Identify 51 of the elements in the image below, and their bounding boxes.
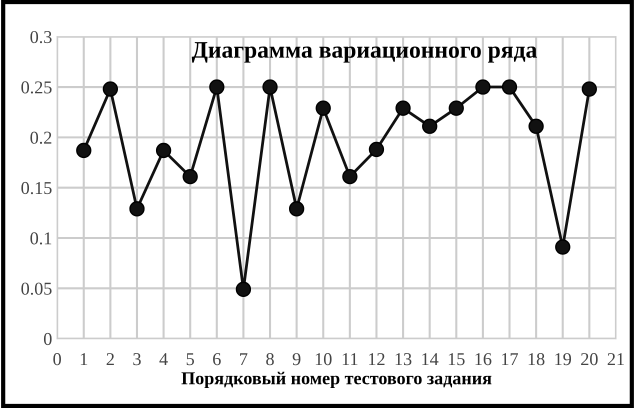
x-tick-label: 2 <box>106 353 114 366</box>
x-tick-label: 17 <box>502 353 518 366</box>
point <box>209 79 224 95</box>
point <box>76 142 92 158</box>
point <box>582 81 597 97</box>
x-tick-label: 7 <box>240 353 248 366</box>
chart-title: Диаграмма вариационного ряда <box>192 42 537 63</box>
x-tick-label: 4 <box>159 353 168 366</box>
point <box>555 239 570 255</box>
x-tick-label: 11 <box>342 353 358 366</box>
x-tick-label: 14 <box>422 353 438 366</box>
point <box>262 79 278 95</box>
point <box>288 201 304 216</box>
x-tick-label: 3 <box>133 353 141 366</box>
x-tick-label: 1 <box>80 353 88 366</box>
point <box>422 118 438 134</box>
point <box>129 201 145 216</box>
point <box>182 168 198 184</box>
y-tick-label: 0.05 <box>21 282 52 295</box>
point <box>342 168 358 184</box>
x-tick-label: 15 <box>448 353 465 366</box>
x-tick-label: 9 <box>292 353 300 366</box>
point <box>156 142 172 158</box>
x-tick-label: 19 <box>555 353 572 366</box>
y-tick-label: 0.2 <box>30 132 52 144</box>
point <box>395 100 411 116</box>
x-tick-label: 13 <box>396 353 412 366</box>
x-tick-label: 6 <box>213 353 221 366</box>
y-tick-label: 0.1 <box>30 232 52 245</box>
x-tick-label: 5 <box>186 353 194 366</box>
point <box>368 142 384 158</box>
x-tick-label: 10 <box>316 353 332 366</box>
point <box>528 118 544 134</box>
point <box>236 282 252 297</box>
y-tick-label: 0.25 <box>21 81 52 94</box>
point <box>102 81 118 97</box>
x-tick-label: 12 <box>369 353 384 366</box>
y-tick-label: 0.15 <box>21 182 52 194</box>
y-tick-label: 0 <box>44 332 52 346</box>
point <box>502 79 518 95</box>
y-tick-label: 0.3 <box>30 30 52 44</box>
x-tick-label: 21 <box>608 353 624 366</box>
x-tick-label: 0 <box>53 353 61 366</box>
x-tick-label: 20 <box>581 353 598 366</box>
x-tick-label: 8 <box>266 353 274 366</box>
x-tick-label: 16 <box>475 353 492 366</box>
point <box>316 100 331 116</box>
point <box>448 100 464 116</box>
x-tick-label: 18 <box>528 353 544 366</box>
x-axis-title: Порядковый номер тестового задания <box>182 372 492 388</box>
point <box>475 79 491 95</box>
